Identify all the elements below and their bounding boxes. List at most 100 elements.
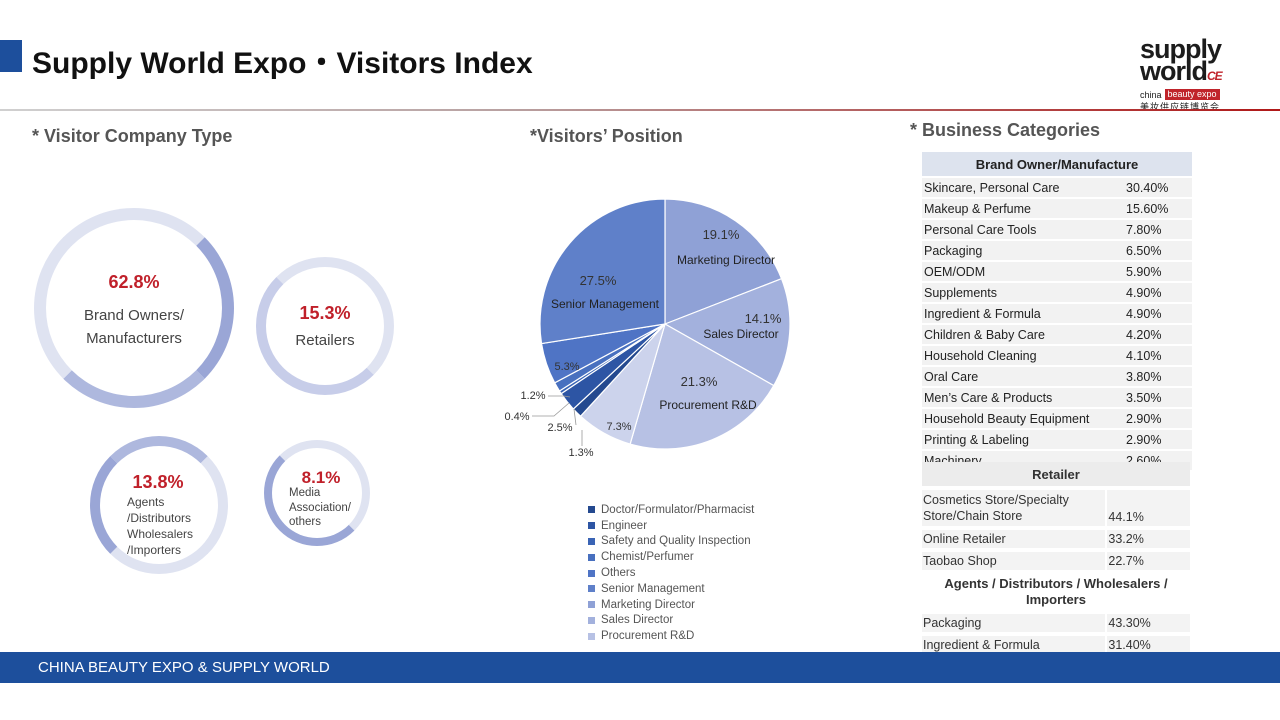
label-pct-sales: 14.1% [745,311,782,326]
legend-label: Safety and Quality Inspection [601,535,751,548]
table-row: Household Cleaning 4.10% [922,345,1192,367]
retailer-table-body: Cosmetics Store/Specialty Store/Chain St… [922,490,1190,572]
media-label-line3: others [289,516,321,528]
position-heading: *Visitors’ Position [530,126,683,146]
logo-badge: beauty expo [1164,89,1220,100]
media-ring [264,440,370,546]
percent-cell: 22.7% [1107,552,1190,572]
label-pct-procurement: 21.3% [681,374,718,389]
percent-cell: 7.80% [1124,219,1192,241]
brand-owner-table: Brand Owner/Manufacture Skincare, Person… [922,152,1192,472]
logo-wordmark: supply worldCE [1140,34,1240,87]
category-cell: Ingredient & Formula [922,636,1106,656]
legend-swatch [588,553,595,561]
legend-swatch [588,601,595,609]
category-cell: Online Retailer [922,530,1106,550]
legend-item: Chemist/Perfumer [588,549,754,565]
legend-label: Engineer [601,519,648,532]
header-divider [0,109,1280,111]
category-cell: Household Beauty Equipment [922,408,1124,430]
agents-label-line1: Agents [127,495,165,509]
table-row: Household Beauty Equipment 2.90% [922,408,1192,430]
category-cell: Printing & Labeling [922,429,1124,451]
label-name-procurement: Procurement R&D [659,398,757,412]
pie-slice-1 [663,277,791,387]
retailer-table: Retailer Cosmetics Store/Specialty Store… [920,460,1192,680]
label-pct-senior: 27.5% [580,273,617,288]
logo-subline: china beauty expo [1140,89,1240,100]
table-header-row: Agents / Distributors / Wholesalers / Im… [922,574,1190,612]
media-label-line1: Media [289,487,321,499]
pie-labels: 19.1% Marketing Director 14.1% Sales Dir… [504,227,781,459]
percent-cell: 4.20% [1124,324,1192,346]
category-cell: Packaging [922,614,1106,634]
media-label-line2: Association/ [289,501,352,514]
brand-owners-label: Brand Owners/ Manufacturers [34,304,234,350]
label-pct-7-3: 7.3% [606,421,631,433]
legend-label: Others [601,567,636,580]
table-row: Children & Baby Care 4.20% [922,324,1192,346]
footer-bar [0,652,1280,683]
legend-label: Sales Director [601,614,674,627]
media-pct: 8.1% [301,468,341,487]
percent-cell: 44.1% [1107,490,1190,528]
legend-swatch [588,569,595,577]
category-cell: Skincare, Personal Care [922,177,1124,199]
logo-chinese: 美妆供应链博览会 [1140,102,1221,112]
table-row: Printing & Labeling 2.90% [922,429,1192,451]
category-cell: Cosmetics Store/Specialty Store/Chain St… [922,490,1106,528]
brand-owners-label-line2: Manufacturers [86,330,182,347]
footer-text: CHINA BEAUTY EXPO & SUPPLY WORLD [38,659,330,676]
pie-slice-9 [539,198,666,345]
agents-label-line4: /Importers [127,543,182,557]
percent-cell: 2.90% [1124,408,1192,430]
pie-leader-lines [532,395,583,446]
legend-item: Sales Director [588,613,754,629]
logo-line-2: world [1140,56,1208,86]
table-header-row: Brand Owner/Manufacture [922,152,1192,178]
legend-label: Procurement R&D [601,630,695,643]
label-pct-2-5: 2.5% [547,422,572,434]
percent-cell: 6.50% [1124,240,1192,262]
legend-item: Safety and Quality Inspection [588,534,754,550]
percent-cell: 3.80% [1124,366,1192,388]
table-row: Taobao Shop 22.7% [922,552,1190,572]
label-name-senior: Senior Management [551,297,660,311]
category-cell: Personal Care Tools [922,219,1124,241]
legend-swatch [588,585,595,593]
table-row: Ingredient & Formula 4.90% [922,303,1192,325]
agents-pct: 13.8% [132,472,184,492]
table-row: Skincare, Personal Care 30.40% [922,177,1192,199]
category-cell: Packaging [922,240,1124,262]
logo-china: china [1140,89,1162,100]
percent-cell: 4.90% [1124,303,1192,325]
agents-label-line2: /Distributors [127,511,192,525]
legend-swatch [588,522,595,530]
label-name-sales: Sales Director [703,327,778,341]
legend-item: Doctor/Formulator/Pharmacist [588,502,754,518]
percent-cell: 30.40% [1124,177,1192,199]
legend-label: Senior Management [601,582,705,595]
label-pct-marketing: 19.1% [703,227,740,242]
category-cell: Oral Care [922,366,1124,388]
category-cell: Ingredient & Formula [922,303,1124,325]
label-pct-1-2: 1.2% [520,390,545,402]
percent-cell: 3.50% [1124,387,1192,409]
label-pct-0-4: 0.4% [504,411,529,423]
brand-owners-pct: 62.8% [108,272,160,292]
percent-cell: 43.30% [1107,614,1190,634]
table-row: OEM/ODM 5.90% [922,261,1192,283]
position-pie-chart: 19.1% Marketing Director 14.1% Sales Dir… [504,198,791,459]
category-cell: Household Cleaning [922,345,1124,367]
logo-line-1: supply [1140,34,1222,64]
table-row: Personal Care Tools 7.80% [922,219,1192,241]
table-row: Online Retailer 33.2% [922,530,1190,550]
leader-line-2-5 [573,408,577,426]
media-label: Media Association/ others [289,486,369,530]
retailers-label: Retailers [295,332,355,349]
legend-item: Marketing Director [588,597,754,613]
percent-cell: 33.2% [1107,530,1190,550]
logo-ce-mark: CE [1207,69,1223,83]
legend-item: Others [588,565,754,581]
legend-swatch [588,506,595,514]
